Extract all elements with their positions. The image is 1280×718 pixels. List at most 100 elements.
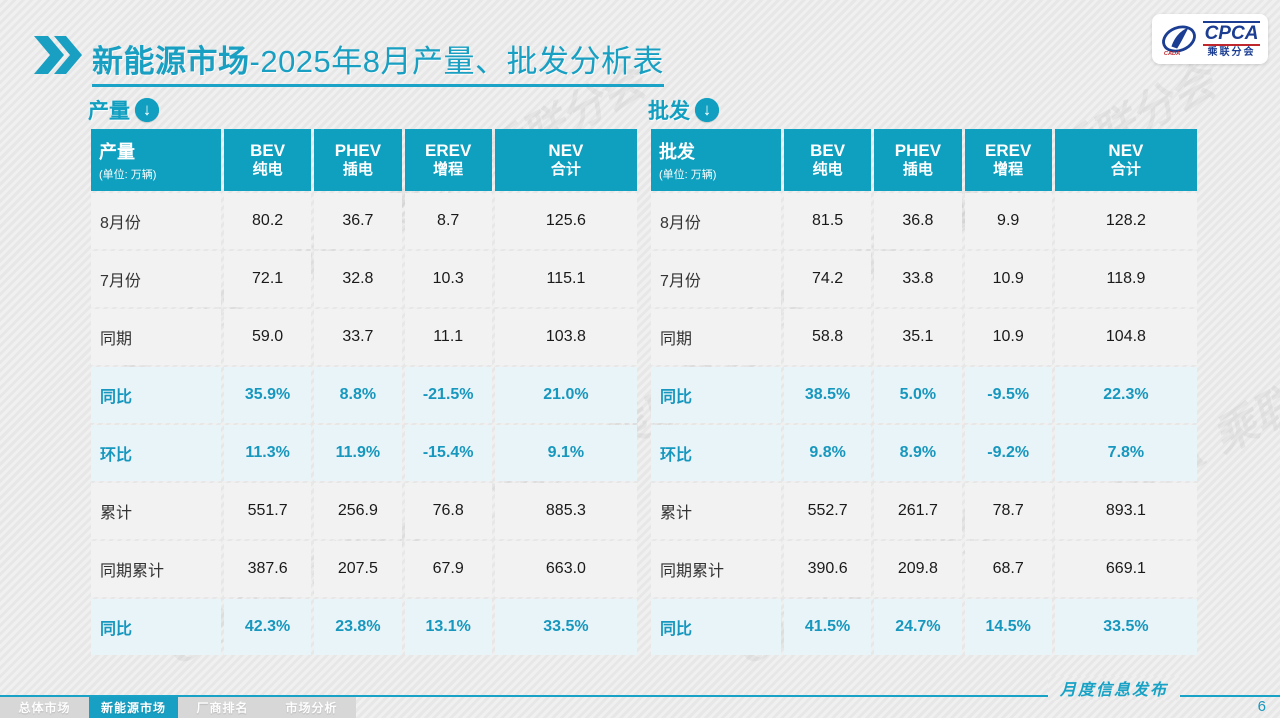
column-header-nev: NEV 合计 xyxy=(494,129,637,191)
table-cell: 103.8 xyxy=(494,309,637,365)
table-cell: 10.3 xyxy=(404,251,492,307)
page-number: 6 xyxy=(1257,698,1266,715)
column-header-erev: EREV 增程 xyxy=(404,129,492,191)
row-label: 同比 xyxy=(651,599,781,655)
table-cell: 10.9 xyxy=(964,309,1052,365)
table-row: 8月份 80.2 36.7 8.7 125.6 xyxy=(91,193,637,249)
table-cell: -21.5% xyxy=(404,367,492,423)
table-cell: 81.5 xyxy=(783,193,872,249)
table-cell: 115.1 xyxy=(494,251,637,307)
table-cell: 207.5 xyxy=(314,541,402,597)
table-row: 7月份 72.1 32.8 10.3 115.1 xyxy=(91,251,637,307)
table-cell: 78.7 xyxy=(964,483,1052,539)
row-label: 同比 xyxy=(651,367,781,423)
row-label: 累计 xyxy=(91,483,221,539)
table-row: 同期累计 387.6 207.5 67.9 663.0 xyxy=(91,541,637,597)
table-row: 7月份 74.2 33.8 10.9 118.9 xyxy=(651,251,1197,307)
row-label: 7月份 xyxy=(91,251,221,307)
table-cell: 125.6 xyxy=(494,193,637,249)
slide-header: 新能源市场-2025年8月产量、批发分析表 CADA CPCA 乘联分会 xyxy=(0,0,1280,90)
table-cell: 59.0 xyxy=(223,309,312,365)
down-arrow-icon: ↓ xyxy=(135,98,159,122)
table-cell: 33.7 xyxy=(314,309,402,365)
production-table: 产量 (单位: 万辆) BEV 纯电 PHEV 插电 EREV 增程 NEV 合计 8月份 80.2 3… xyxy=(88,127,640,657)
table-cell: -9.2% xyxy=(964,425,1052,481)
table-cell: 41.5% xyxy=(783,599,872,655)
table-cell: 23.8% xyxy=(314,599,402,655)
table-cell: 35.1 xyxy=(874,309,962,365)
table-cell: 14.5% xyxy=(964,599,1052,655)
table-cell: 261.7 xyxy=(874,483,962,539)
table-row: 同期 58.8 35.1 10.9 104.8 xyxy=(651,309,1197,365)
table-cell: 22.3% xyxy=(1054,367,1197,423)
table-row: 同比 42.3% 23.8% 13.1% 33.5% xyxy=(91,599,637,655)
table-cell: 11.3% xyxy=(223,425,312,481)
table-row: 累计 551.7 256.9 76.8 885.3 xyxy=(91,483,637,539)
table-cell: 256.9 xyxy=(314,483,402,539)
table-cell: 67.9 xyxy=(404,541,492,597)
table-cell: 36.8 xyxy=(874,193,962,249)
row-label: 同期累计 xyxy=(651,541,781,597)
cpca-logo-cn-name: 乘联分会 xyxy=(1207,46,1256,58)
wholesale-table: 批发 (单位: 万辆) BEV 纯电 PHEV 插电 EREV 增程 NEV 合计 8月份 81.5 3… xyxy=(648,127,1200,657)
row-label: 同期 xyxy=(651,309,781,365)
row-label: 同比 xyxy=(91,599,221,655)
table-cell: 68.7 xyxy=(964,541,1052,597)
wholesale-section-label: 批发 xyxy=(648,100,690,123)
nav-tab-市场分析[interactable]: 市场分析 xyxy=(267,697,356,718)
table-row: 累计 552.7 261.7 78.7 893.1 xyxy=(651,483,1197,539)
table-cell: 669.1 xyxy=(1054,541,1197,597)
table-cell: -15.4% xyxy=(404,425,492,481)
table-cell: 209.8 xyxy=(874,541,962,597)
table-cell: 13.1% xyxy=(404,599,492,655)
table-cell: 80.2 xyxy=(223,193,312,249)
footer-note: 月度信息发布 xyxy=(1047,676,1180,700)
table-cell: 387.6 xyxy=(223,541,312,597)
table-cell: 5.0% xyxy=(874,367,962,423)
table-cell: 9.9 xyxy=(964,193,1052,249)
table-cell: 42.3% xyxy=(223,599,312,655)
table-cell: 128.2 xyxy=(1054,193,1197,249)
row-label: 同期累计 xyxy=(91,541,221,597)
table-cell: 9.8% xyxy=(783,425,872,481)
page-title-bold: 新能源市场 xyxy=(92,44,250,79)
table-cell: 893.1 xyxy=(1054,483,1197,539)
table-cell: 104.8 xyxy=(1054,309,1197,365)
table-cell: 74.2 xyxy=(783,251,872,307)
svg-text:CADA: CADA xyxy=(1163,51,1179,56)
production-section-header: 产量 ↓ xyxy=(88,96,640,124)
down-arrow-icon: ↓ xyxy=(695,98,719,122)
table-cell: 663.0 xyxy=(494,541,637,597)
wholesale-section: 批发 ↓ 批发 (单位: 万辆) BEV 纯电 PHEV 插电 EREV 增程 NEV 合计 8月份… xyxy=(648,96,1200,657)
table-cell: 8.8% xyxy=(314,367,402,423)
row-label: 环比 xyxy=(651,425,781,481)
row-label: 8月份 xyxy=(651,193,781,249)
table-cell: 9.1% xyxy=(494,425,637,481)
production-section: 产量 ↓ 产量 (单位: 万辆) BEV 纯电 PHEV 插电 EREV 增程 NEV 合计 8月份… xyxy=(88,96,640,657)
table-row: 同期累计 390.6 209.8 68.7 669.1 xyxy=(651,541,1197,597)
table-cell: 58.8 xyxy=(783,309,872,365)
footer-divider-line xyxy=(0,695,1280,697)
table-cell: 7.8% xyxy=(1054,425,1197,481)
cpca-logo-name: CPCA xyxy=(1202,20,1261,46)
nav-tab-总体市场[interactable]: 总体市场 xyxy=(0,697,89,718)
column-header-phev: PHEV 插电 xyxy=(874,129,962,191)
column-header-bev: BEV 纯电 xyxy=(223,129,312,191)
table-cell: 8.7 xyxy=(404,193,492,249)
cpca-swoosh-icon: CADA xyxy=(1161,25,1196,56)
nav-tab-厂商排名[interactable]: 厂商排名 xyxy=(178,697,267,718)
table-cell: 551.7 xyxy=(223,483,312,539)
table-row: 同期 59.0 33.7 11.1 103.8 xyxy=(91,309,637,365)
table-row: 8月份 81.5 36.8 9.9 128.2 xyxy=(651,193,1197,249)
table-cell: 10.9 xyxy=(964,251,1052,307)
table-row: 环比 9.8% 8.9% -9.2% 7.8% xyxy=(651,425,1197,481)
table-cell: 885.3 xyxy=(494,483,637,539)
table-cell: 24.7% xyxy=(874,599,962,655)
row-label: 8月份 xyxy=(91,193,221,249)
table-cell: 32.8 xyxy=(314,251,402,307)
nav-tab-新能源市场[interactable]: 新能源市场 xyxy=(89,697,178,718)
page-title: 新能源市场-2025年8月产量、批发分析表 xyxy=(92,36,665,87)
table-cell: 35.9% xyxy=(223,367,312,423)
cpca-logo: CADA CPCA 乘联分会 xyxy=(1152,14,1268,64)
